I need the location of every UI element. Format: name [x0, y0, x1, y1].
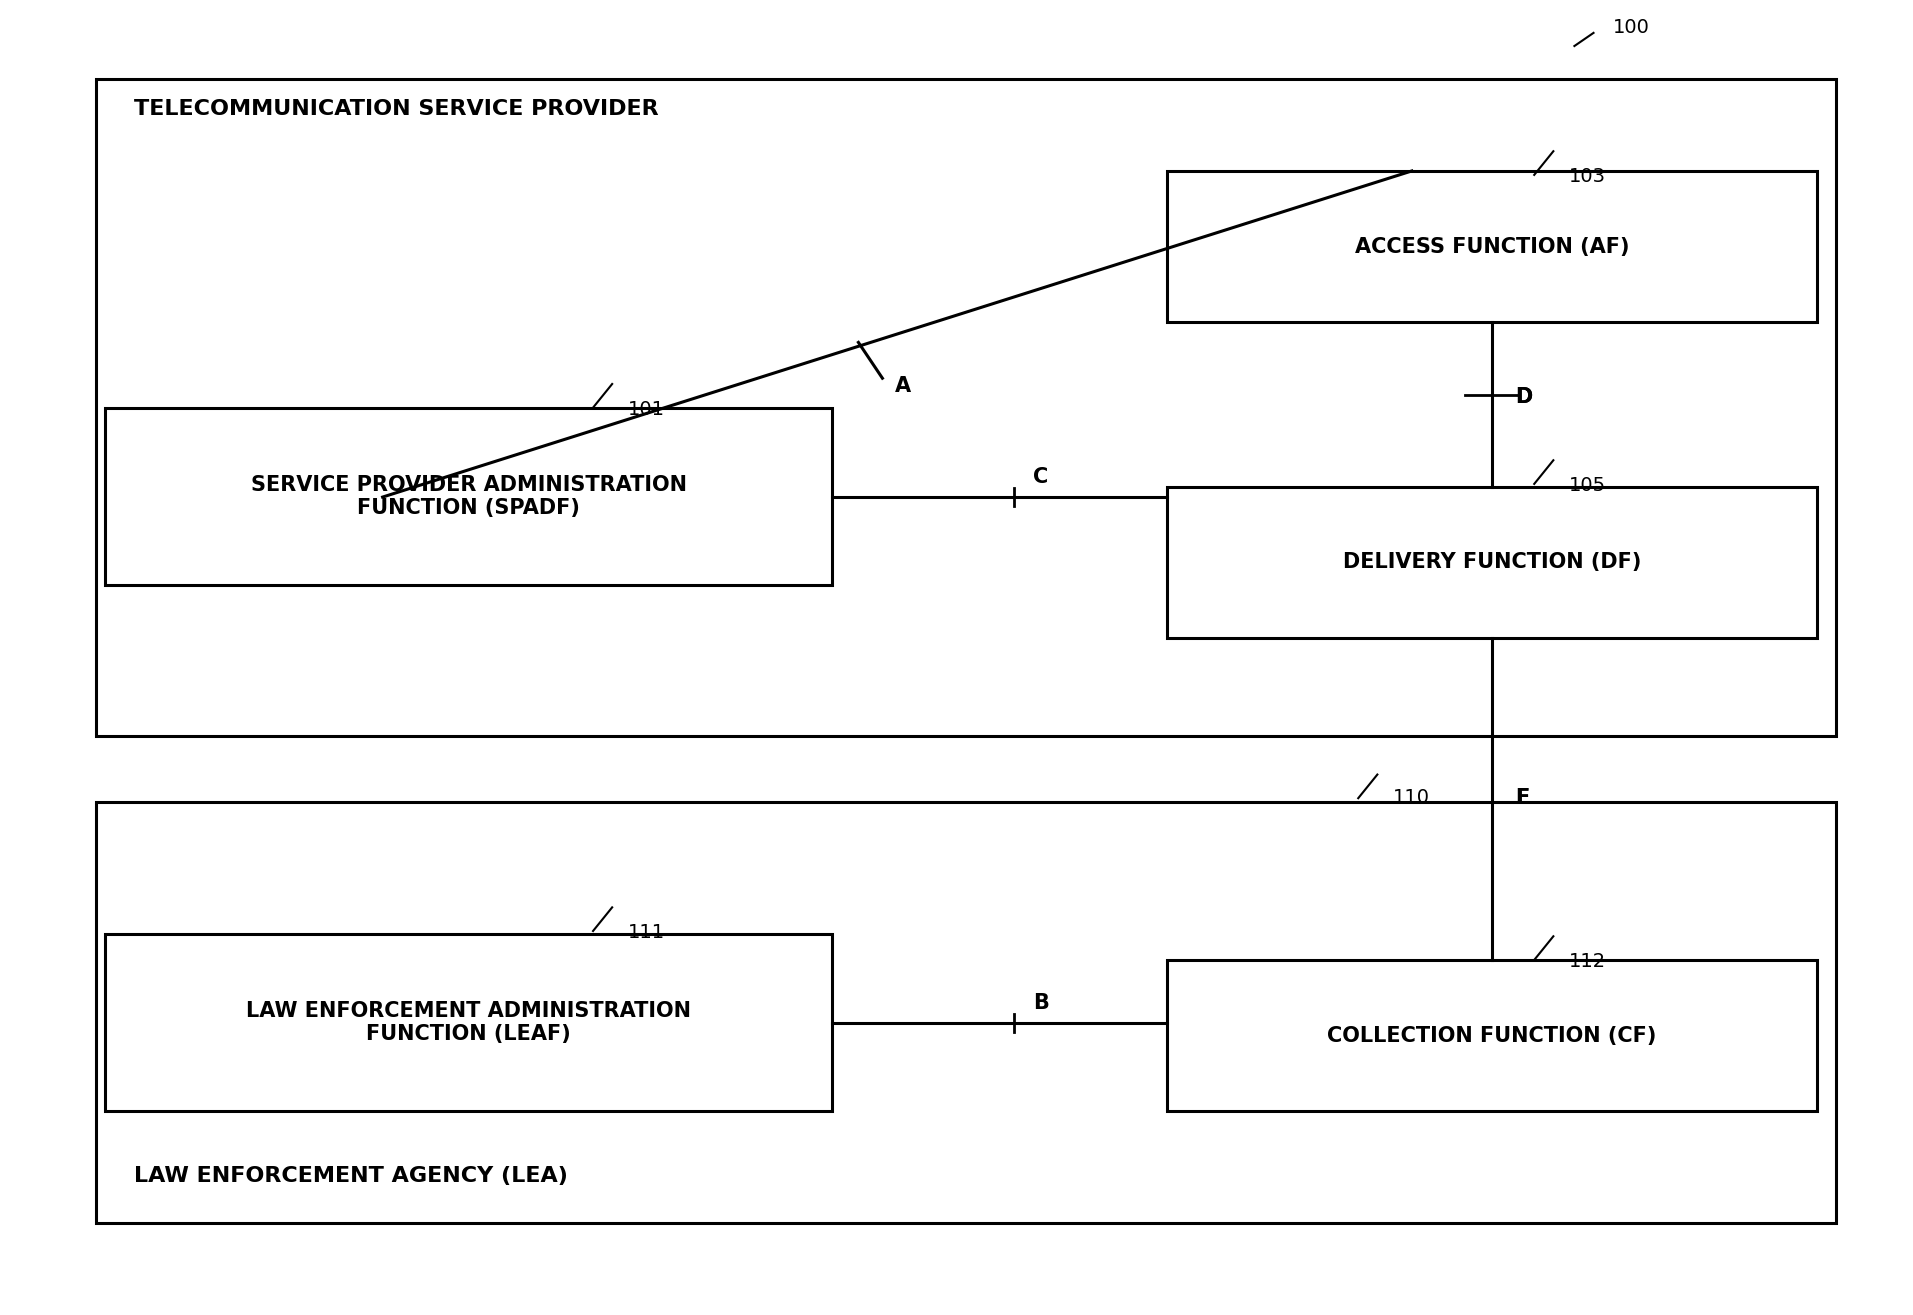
Text: TELECOMMUNICATION SERVICE PROVIDER: TELECOMMUNICATION SERVICE PROVIDER	[134, 99, 658, 118]
Text: COLLECTION FUNCTION (CF): COLLECTION FUNCTION (CF)	[1328, 1026, 1657, 1045]
Text: 112: 112	[1569, 952, 1605, 970]
Text: DELIVERY FUNCTION (DF): DELIVERY FUNCTION (DF)	[1343, 552, 1641, 572]
Bar	[1167, 960, 1817, 1111]
Text: E: E	[1515, 788, 1528, 809]
Text: 105: 105	[1569, 476, 1605, 494]
Bar	[105, 934, 832, 1111]
Text: D: D	[1515, 387, 1532, 408]
Text: 101: 101	[627, 400, 664, 418]
Bar	[96, 79, 1836, 736]
Text: A: A	[895, 376, 911, 396]
Text: LAW ENFORCEMENT ADMINISTRATION
FUNCTION (LEAF): LAW ENFORCEMENT ADMINISTRATION FUNCTION …	[247, 1001, 691, 1044]
Text: 110: 110	[1393, 788, 1429, 806]
Text: LAW ENFORCEMENT AGENCY (LEA): LAW ENFORCEMENT AGENCY (LEA)	[134, 1166, 568, 1186]
Bar	[96, 802, 1836, 1223]
Text: C: C	[1033, 467, 1048, 487]
Text: 111: 111	[627, 923, 664, 942]
Text: D: D	[1515, 387, 1532, 408]
Bar	[105, 408, 832, 585]
Text: 100: 100	[1613, 18, 1649, 37]
Text: E: E	[1515, 788, 1528, 809]
Bar	[1167, 487, 1817, 638]
Text: B: B	[1033, 993, 1048, 1013]
Bar	[1167, 171, 1817, 322]
Text: 103: 103	[1569, 167, 1605, 185]
Text: ACCESS FUNCTION (AF): ACCESS FUNCTION (AF)	[1354, 237, 1630, 256]
Text: SERVICE PROVIDER ADMINISTRATION
FUNCTION (SPADF): SERVICE PROVIDER ADMINISTRATION FUNCTION…	[251, 475, 687, 518]
